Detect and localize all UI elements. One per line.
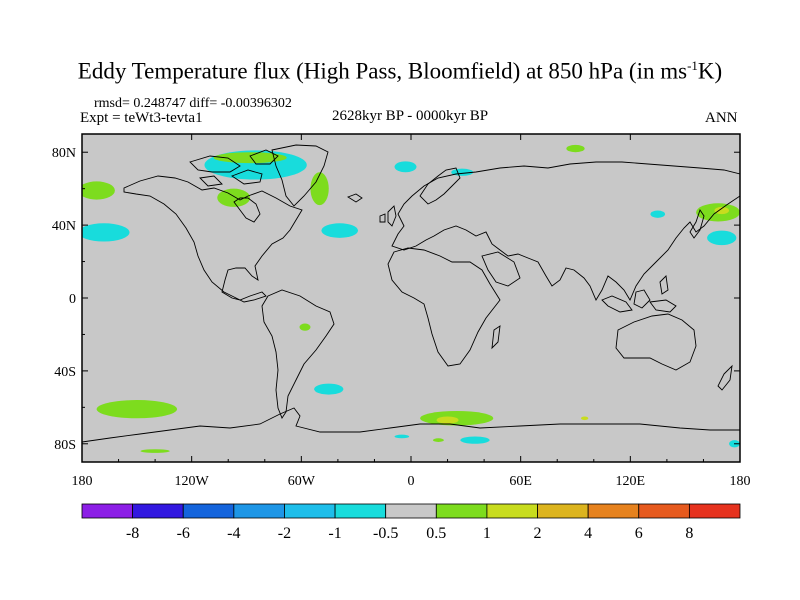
colorbar-label-10: 6	[635, 525, 643, 542]
colorbar-label-3: -2	[278, 525, 291, 542]
x-tick-label-4: 60E	[509, 474, 532, 489]
colorbar-label-0: -8	[126, 525, 139, 542]
coastlines	[82, 144, 740, 443]
y-tick-label-2: 0	[69, 292, 76, 307]
x-tick-label-3: 0	[408, 474, 415, 489]
map-title: Eddy Temperature flux (High Pass, Bloomf…	[77, 58, 723, 84]
x-tick-label-6: 180	[730, 474, 751, 489]
colorbar-swatch-3	[233, 503, 285, 519]
anomaly-region-14	[96, 400, 178, 419]
colorbar-swatch-6	[385, 503, 437, 519]
anomaly-region-13	[650, 210, 666, 218]
colorbar-label-2: -4	[227, 525, 240, 542]
anomaly-region-12	[707, 230, 737, 246]
colorbar-label-9: 4	[584, 525, 592, 542]
colorbar-swatch-5	[334, 503, 387, 519]
anomaly-region-16	[299, 323, 311, 331]
colorbar-swatch-10	[587, 503, 640, 519]
anomaly-region-20	[394, 434, 410, 439]
x-tick-label-2: 60W	[288, 474, 316, 489]
y-tick-label-3: 40S	[54, 365, 76, 380]
colorbar-label-6: 0.5	[426, 525, 446, 542]
anomaly-region-23	[140, 449, 170, 453]
anomaly-layer	[82, 144, 740, 453]
rmsd-diff-stats: rmsd= 0.248747 diff= -0.00396302	[94, 96, 292, 111]
y-tick-label-1: 40N	[52, 219, 76, 234]
latitude-axis: 80N 40N 0 40S 80S	[52, 146, 740, 453]
anomaly-region-19	[460, 436, 490, 444]
anomaly-region-11	[714, 206, 730, 215]
longitude-axis: 180 120W 60W 0 60E 120E 180	[72, 134, 751, 489]
anomaly-region-15	[314, 383, 344, 395]
colorbar-label-1: -6	[177, 525, 190, 542]
colorbar-swatch-4	[284, 503, 336, 519]
season-label: ANN	[705, 110, 738, 126]
x-tick-label-0: 180	[72, 474, 93, 489]
colorbar-label-8: 2	[534, 525, 542, 542]
colorbar-swatch-12	[688, 503, 741, 519]
colorbar-label-11: 8	[685, 525, 693, 542]
colorbar-swatch-2	[182, 503, 235, 519]
colorbar-swatch-7	[435, 503, 488, 519]
colorbar-label-7: 1	[483, 525, 491, 542]
anomaly-region-9	[566, 144, 585, 153]
anomaly-region-24	[432, 438, 444, 442]
anomaly-region-3	[310, 172, 329, 206]
x-tick-label-5: 120E	[616, 474, 646, 489]
colorbar-swatch-0	[81, 503, 134, 519]
map-background	[82, 134, 740, 462]
anomaly-region-2	[217, 188, 251, 207]
anomaly-region-18	[436, 416, 459, 424]
anomaly-region-0	[82, 223, 130, 242]
colorbar-swatch-1	[132, 503, 184, 519]
colorbar-swatch-8	[486, 503, 538, 519]
colorbar-label-4: -1	[328, 525, 341, 542]
experiment-label: Expt = teWt3-tevta1	[80, 110, 203, 126]
x-tick-label-1: 120W	[175, 474, 210, 489]
anomaly-region-1	[82, 181, 115, 200]
anomaly-region-7	[394, 161, 417, 173]
colorbar-swatch-11	[638, 503, 690, 519]
colorbar-label-5: -0.5	[373, 525, 398, 542]
anomaly-region-6	[321, 223, 358, 238]
time-period-label: 2628kyr BP - 0000kyr BP	[331, 108, 489, 124]
y-tick-label-4: 80S	[54, 438, 76, 453]
y-tick-label-0: 80N	[52, 146, 76, 161]
colorbar-legend: -8 -6 -4 -2 -1 -0.5 0.5 1 2 4 6 8	[81, 503, 741, 542]
colorbar-swatch-9	[537, 503, 589, 519]
anomaly-region-21	[580, 416, 589, 421]
